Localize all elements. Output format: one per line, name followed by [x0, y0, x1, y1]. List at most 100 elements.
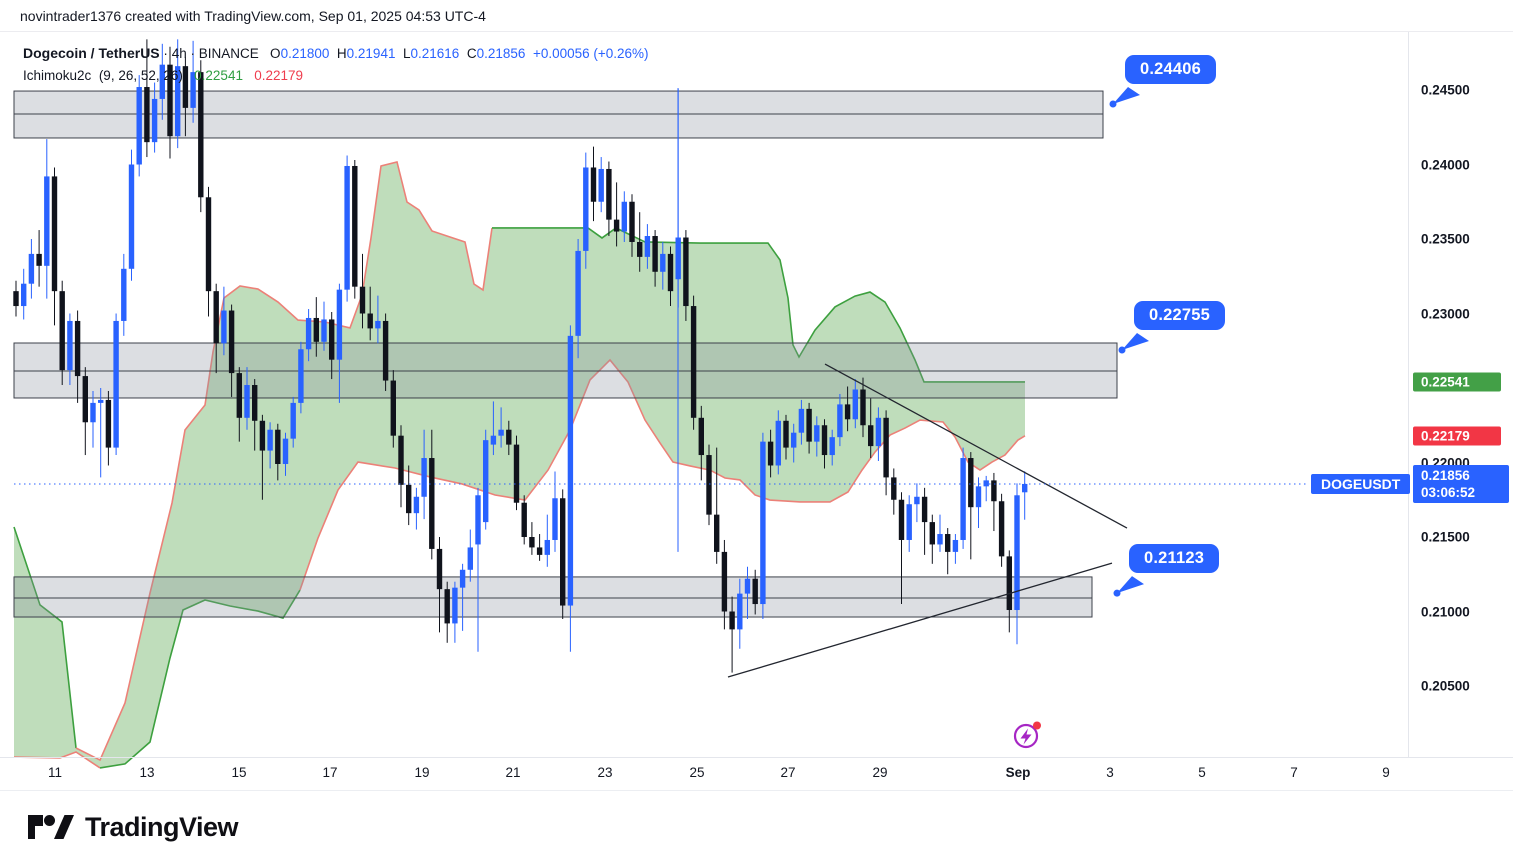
candle-up[interactable] [282, 438, 289, 464]
candle-down[interactable] [436, 548, 443, 590]
candle-up[interactable] [952, 539, 959, 552]
candle-down[interactable] [82, 376, 88, 423]
candle-down[interactable] [513, 444, 520, 503]
candle-down[interactable] [275, 429, 281, 464]
symbol-title[interactable]: Dogecoin / TetherUS [23, 45, 160, 61]
candle-up[interactable] [90, 402, 96, 423]
descending-trendline[interactable] [824, 363, 1128, 529]
candle-down[interactable] [1006, 556, 1012, 611]
candle-down[interactable] [821, 425, 828, 456]
candle-up[interactable] [814, 425, 820, 442]
candle-down[interactable] [236, 373, 242, 418]
candle-down[interactable] [667, 253, 674, 292]
indicator-name[interactable]: Ichimoku2c [23, 68, 92, 83]
candle-up[interactable] [744, 578, 751, 594]
candle-up[interactable] [837, 404, 843, 438]
candle-down[interactable] [921, 496, 928, 523]
candle-up[interactable] [113, 320, 119, 448]
candle-up[interactable] [914, 496, 920, 505]
candle-down[interactable] [690, 306, 697, 418]
candle-up[interactable] [1022, 483, 1028, 493]
candle-up[interactable] [221, 310, 227, 344]
candle-down[interactable] [891, 477, 897, 500]
candle-up[interactable] [336, 289, 343, 360]
candle-up[interactable] [960, 458, 966, 540]
candle-down[interactable] [367, 313, 373, 329]
candle-up[interactable] [136, 87, 142, 165]
candle-down[interactable] [606, 168, 612, 220]
candle-down[interactable] [359, 286, 366, 314]
candle-down[interactable] [706, 455, 712, 515]
candle-down[interactable] [945, 534, 951, 552]
candle-up[interactable] [298, 349, 304, 403]
candle-up[interactable] [575, 250, 581, 336]
candle-down[interactable] [59, 291, 65, 371]
candle-down[interactable] [590, 167, 597, 202]
candle-down[interactable] [382, 320, 389, 381]
candle-up[interactable] [190, 72, 196, 108]
economic-event-icon[interactable] [1013, 723, 1039, 749]
candle-up[interactable] [151, 98, 158, 143]
candle-up[interactable] [660, 253, 666, 272]
candle-down[interactable] [228, 310, 235, 374]
candle-down[interactable] [105, 399, 112, 448]
candle-down[interactable] [529, 537, 535, 548]
candle-up[interactable] [975, 486, 982, 508]
candle-down[interactable] [929, 522, 935, 545]
candle-down[interactable] [844, 404, 851, 420]
candle-down[interactable] [182, 66, 189, 108]
candle-down[interactable] [652, 236, 658, 272]
candle-down[interactable] [406, 484, 412, 514]
candle-up[interactable] [798, 408, 805, 433]
candle-up[interactable] [128, 164, 135, 269]
interval-label[interactable]: 4h [171, 46, 187, 61]
candle-down[interactable] [613, 219, 620, 232]
candle-down[interactable] [313, 317, 319, 342]
price-zone-2[interactable] [13, 342, 1118, 399]
candle-up[interactable] [475, 495, 481, 545]
candle-down[interactable] [506, 429, 512, 445]
candle-down[interactable] [444, 589, 450, 624]
candle-down[interactable] [352, 165, 358, 287]
candle-down[interactable] [167, 64, 173, 137]
candle-up[interactable] [98, 399, 104, 403]
candle-up[interactable] [159, 64, 165, 99]
candle-down[interactable] [521, 502, 527, 537]
candle-up[interactable] [644, 236, 651, 257]
candle-up[interactable] [290, 402, 296, 439]
candle-up[interactable] [490, 435, 497, 445]
candle-down[interactable] [729, 611, 735, 630]
candle-down[interactable] [767, 441, 774, 466]
candle-up[interactable] [28, 253, 35, 284]
candle-down[interactable] [806, 408, 812, 442]
price-callout[interactable]: 0.24406 [1125, 55, 1217, 84]
candle-down[interactable] [213, 291, 219, 344]
candle-down[interactable] [991, 480, 997, 502]
candle-up[interactable] [344, 165, 350, 290]
candle-down[interactable] [429, 458, 435, 549]
candle-down[interactable] [968, 458, 974, 508]
candle-up[interactable] [875, 417, 882, 447]
candle-down[interactable] [74, 320, 81, 377]
candle-up[interactable] [583, 167, 589, 251]
candle-down[interactable] [329, 319, 335, 360]
candle-down[interactable] [205, 197, 212, 292]
candle-down[interactable] [883, 417, 889, 478]
candle-up[interactable] [552, 498, 558, 540]
candle-up[interactable] [467, 547, 473, 570]
candle-down[interactable] [629, 201, 635, 242]
indicator-row[interactable]: Ichimoku2c (9, 26, 52, 26) 0.22541 0.221… [23, 66, 649, 85]
candle-up[interactable] [321, 319, 327, 342]
candle-up[interactable] [1014, 495, 1020, 611]
candle-up[interactable] [544, 539, 550, 555]
candle-down[interactable] [860, 389, 866, 426]
candle-up[interactable] [21, 283, 27, 307]
candle-down[interactable] [714, 514, 720, 552]
candle-up[interactable] [44, 176, 50, 266]
candle-up[interactable] [67, 320, 73, 371]
candle-down[interactable] [998, 501, 1005, 557]
candle-down[interactable] [252, 385, 258, 421]
candle-up[interactable] [829, 437, 835, 456]
candle-up[interactable] [675, 237, 681, 280]
price-callout[interactable]: 0.21123 [1129, 544, 1220, 574]
